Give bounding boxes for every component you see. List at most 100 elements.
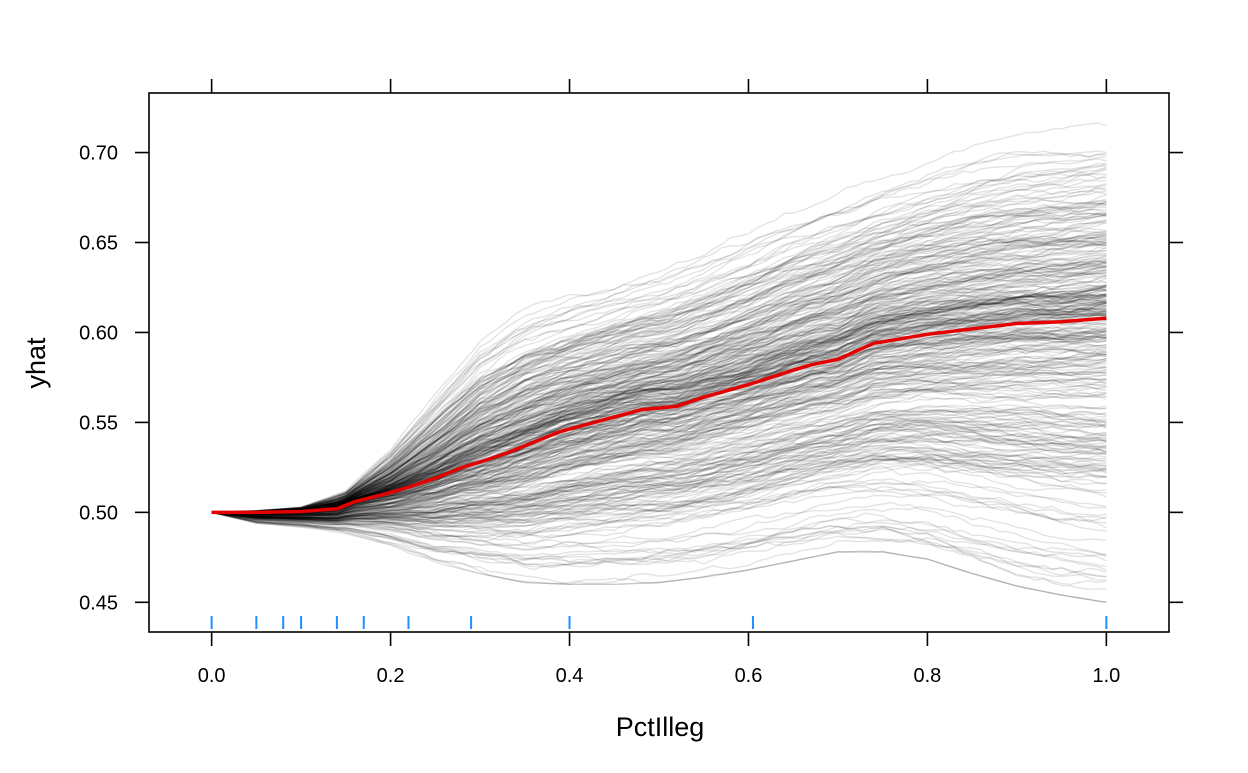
ice-curve (211, 169, 1107, 514)
ice-curve (211, 353, 1107, 514)
ice-curve (211, 418, 1107, 520)
ice-curve (211, 461, 1107, 525)
ice-curve (211, 286, 1107, 514)
ice-curve (211, 369, 1107, 516)
ice-curve (211, 408, 1107, 518)
ice-curve (211, 227, 1107, 514)
ice-curve (211, 260, 1107, 514)
ice-curve (211, 511, 1107, 568)
ice-curve (211, 329, 1107, 514)
ice-curve (211, 213, 1107, 514)
ice-curve (211, 194, 1107, 514)
ice-curve (211, 266, 1107, 514)
ice-curve (211, 162, 1107, 514)
ice-curve (211, 236, 1107, 514)
ice-curve (211, 153, 1107, 514)
ice-curve (211, 459, 1107, 534)
ice-curve (211, 432, 1107, 520)
ice-curve (211, 269, 1107, 514)
ice-curve (211, 189, 1107, 514)
ice-curve (211, 455, 1107, 524)
ice-curve (211, 369, 1107, 515)
ice-curve (211, 301, 1107, 514)
ice-curve (211, 381, 1107, 517)
x-tick-label: 0.2 (377, 665, 405, 687)
x-tick-label: 0.4 (556, 665, 584, 687)
ice-curve (211, 290, 1107, 514)
ice-curve (211, 333, 1107, 514)
ice-curve (211, 377, 1107, 517)
ice-curve (211, 333, 1107, 514)
ice-curve (211, 184, 1107, 514)
ice-curve (211, 230, 1107, 514)
ice-curve (211, 212, 1107, 514)
ice-curve (211, 427, 1107, 519)
ice-curve (211, 336, 1107, 515)
ice-curve (211, 430, 1107, 519)
ice-curve (211, 445, 1107, 525)
ice-curve (211, 262, 1107, 514)
ice-curve (211, 370, 1107, 515)
ice-curve (211, 269, 1107, 514)
ice-curve (211, 397, 1107, 517)
ice-curve (211, 494, 1107, 551)
y-tick-label: 0.45 (79, 592, 118, 614)
ice-curve (211, 511, 1107, 558)
ice-curve (211, 343, 1107, 514)
ice-curve (211, 303, 1107, 514)
ice-curve (211, 434, 1107, 520)
ice-curve (211, 201, 1107, 514)
ice-curve (211, 404, 1107, 517)
ice-curve (211, 275, 1107, 514)
x-tick-label: 0.8 (914, 665, 942, 687)
ice-curve (211, 300, 1107, 514)
ice-curve (211, 378, 1107, 516)
ice-curve (211, 286, 1107, 514)
ice-curve (211, 347, 1107, 515)
ice-curve (211, 462, 1107, 534)
ice-curve (211, 501, 1107, 556)
ice-curve (211, 259, 1107, 514)
ice-curve (211, 373, 1107, 515)
rug-layer (210, 616, 1108, 629)
ice-curve (211, 335, 1107, 515)
ice-curve (211, 214, 1107, 514)
ice-curve (211, 428, 1107, 519)
ice-curve (211, 234, 1107, 514)
ice-curve (211, 407, 1107, 518)
ice-curve (211, 289, 1107, 514)
axes-layer: 0.0 0.2 0.4 0.6 0.8 1.0 0.45 0.50 0.55 0.60 0.65 0.… (79, 79, 1183, 687)
ice-curve (211, 183, 1107, 514)
ice-curve (211, 370, 1107, 516)
ice-curve (211, 220, 1107, 514)
ice-curve (211, 168, 1107, 514)
ice-curve (211, 258, 1107, 514)
ice-curve (211, 301, 1107, 514)
ice-curve (211, 261, 1107, 514)
ice-curve (211, 446, 1107, 521)
ice-curve (211, 362, 1107, 515)
ice-curve (211, 244, 1107, 514)
ice-curve (211, 311, 1107, 514)
ice-curve (211, 435, 1107, 520)
ice-curve (211, 229, 1107, 514)
ice-curve (211, 150, 1107, 514)
ice-curve (211, 433, 1107, 521)
ice-curve (211, 434, 1107, 519)
ice-curve (211, 438, 1107, 519)
ice-curve (211, 266, 1107, 514)
ice-curve (211, 249, 1107, 514)
y-tick-label: 0.65 (79, 233, 118, 255)
ice-curve (211, 237, 1107, 514)
ice-curve (211, 385, 1107, 516)
ice-curve (211, 277, 1107, 514)
ice-curve (211, 215, 1107, 514)
ice-curve (211, 378, 1107, 516)
average-curve-layer (211, 316, 1107, 515)
ice-curve (211, 302, 1107, 514)
ice-curve (211, 351, 1107, 515)
ice-curve (211, 457, 1107, 522)
ice-curve (211, 319, 1107, 514)
ice-curve (211, 253, 1107, 514)
ice-curve (211, 403, 1107, 517)
